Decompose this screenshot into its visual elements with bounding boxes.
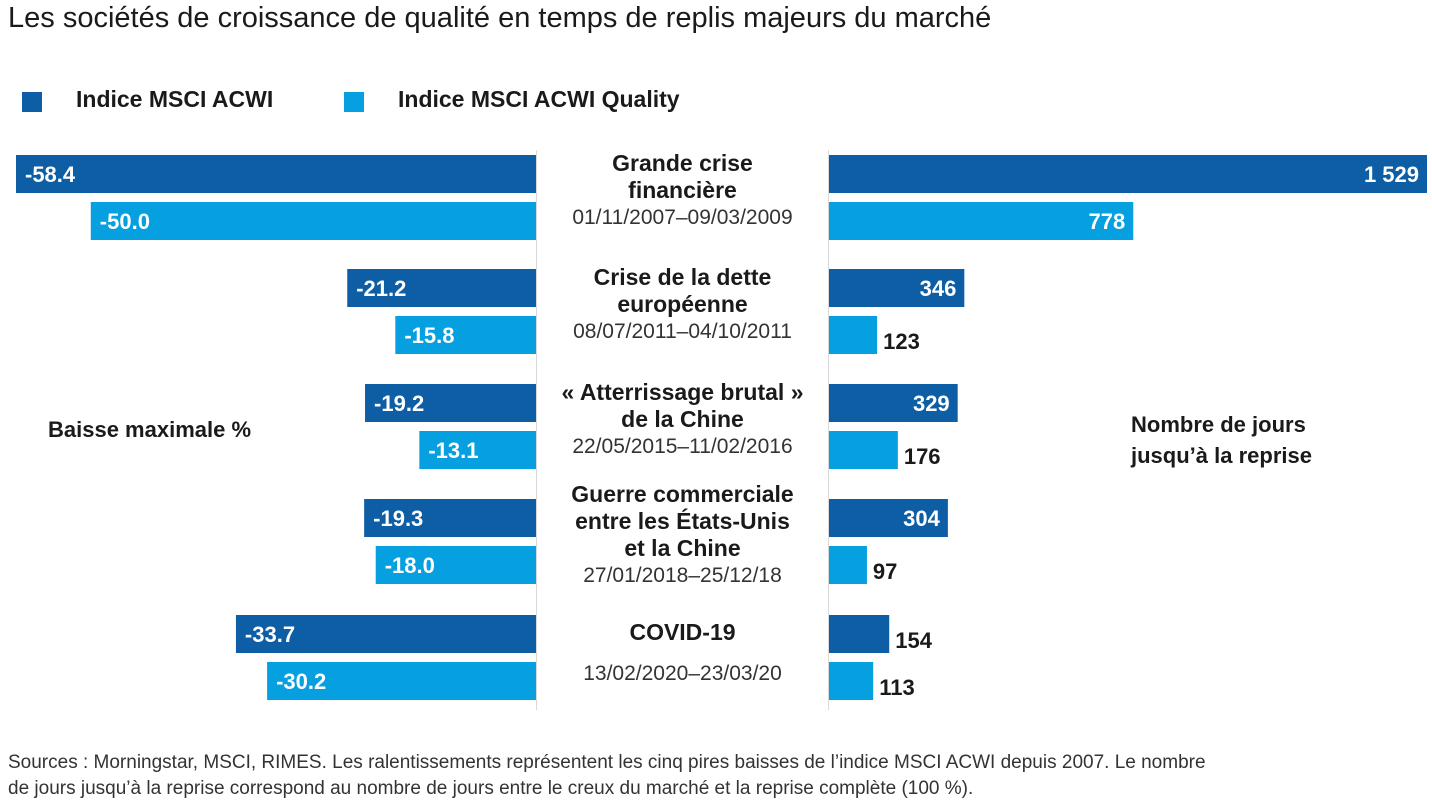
recovery-value-label: 346 [920, 276, 957, 301]
recovery-bar [829, 499, 948, 537]
recovery-value-label: 97 [873, 559, 897, 584]
drawdown-bar [235, 615, 536, 653]
drawdown-value-label: -30.2 [276, 669, 326, 694]
chart-title: Les sociétés de croissance de qualité en… [8, 2, 992, 34]
drawdown-bar [365, 384, 536, 422]
recovery-bar [829, 431, 898, 469]
drawdown-bar [16, 155, 536, 193]
drawdown-bar [347, 269, 536, 307]
recovery-value-label: 778 [1089, 209, 1126, 234]
drawdown-bar [375, 546, 536, 584]
recovery-bar [829, 316, 878, 354]
recovery-bar [829, 384, 958, 422]
drawdown-bar [364, 499, 536, 537]
category-name: COVID-19 [629, 619, 735, 645]
recovery-bar [829, 155, 1427, 193]
right-axis-label: Nombre de jours [1131, 412, 1306, 437]
category-name: de la Chine [621, 406, 744, 432]
recovery-value-label: 123 [883, 329, 920, 354]
recovery-bar [829, 662, 874, 700]
category-name: « Atterrissage brutal » [561, 379, 803, 405]
left-axis-label: Baisse maximale % [48, 417, 251, 442]
chart: -58.4 1 529 -50.0 778 -21.2 346 -15.8 123 -19.2 3… [16, 150, 1427, 710]
drawdown-value-label: -19.3 [373, 506, 423, 531]
recovery-bar [829, 615, 890, 653]
category-name: entre les États-Unis [575, 507, 790, 534]
drawdown-bar [395, 316, 536, 354]
drawdown-value-label: -18.0 [385, 553, 435, 578]
drawdown-value-label: -33.7 [245, 622, 295, 647]
recovery-value-label: 304 [903, 506, 940, 531]
category-date-range: 27/01/2018–25/12/18 [583, 564, 782, 587]
recovery-value-label: 113 [879, 675, 915, 700]
category-name: et la Chine [624, 535, 740, 561]
recovery-bar [829, 546, 867, 584]
drawdown-value-label: -15.8 [404, 323, 454, 348]
recovery-value-label: 154 [895, 628, 932, 653]
drawdown-bar [267, 662, 536, 700]
legend-label-quality: Indice MSCI ACWI Quality [398, 86, 680, 112]
category-name: Grande crise [612, 150, 753, 176]
recovery-bar [829, 202, 1134, 240]
drawdown-bar [90, 202, 536, 240]
category-date-range: 22/05/2015–11/02/2016 [572, 435, 792, 458]
category-date-range: 01/11/2007–09/03/2009 [572, 206, 792, 229]
drawdown-value-label: -21.2 [356, 276, 406, 301]
category-name: Guerre commerciale [571, 481, 793, 507]
bars-group: -58.4 1 529 -50.0 778 -21.2 346 -15.8 123 -19.2 3… [16, 150, 1427, 710]
axis-labels-group: Baisse maximale % Nombre de jours jusqu’à … [48, 412, 1312, 468]
right-axis-label: jusqu’à la reprise [1130, 443, 1312, 468]
category-date-range: 08/07/2011–04/10/2011 [573, 320, 792, 343]
drawdown-value-label: -50.0 [100, 209, 150, 234]
recovery-value-label: 176 [904, 444, 941, 469]
footnote-line: Sources : Morningstar, MSCI, RIMES. Les … [8, 752, 1206, 773]
legend-swatch-quality [344, 92, 364, 112]
legend-swatch-acwi [22, 92, 42, 112]
category-name: Crise de la dette [594, 264, 772, 290]
recovery-bar [829, 269, 965, 307]
legend-label-acwi: Indice MSCI ACWI [76, 86, 274, 112]
category-date-range: 13/02/2020–23/03/20 [583, 662, 782, 685]
drawdown-bar [419, 431, 536, 469]
drawdown-value-label: -58.4 [25, 162, 76, 187]
footnote-line: de jours jusqu’à la reprise correspond a… [8, 778, 974, 799]
category-name: européenne [617, 291, 747, 317]
source-footnote: Sources : Morningstar, MSCI, RIMES. Les … [8, 750, 1428, 802]
drawdown-value-label: -13.1 [428, 438, 478, 463]
recovery-value-label: 1 529 [1364, 162, 1419, 187]
category-name: financière [628, 177, 737, 203]
drawdown-value-label: -19.2 [374, 391, 424, 416]
recovery-value-label: 329 [913, 391, 950, 416]
